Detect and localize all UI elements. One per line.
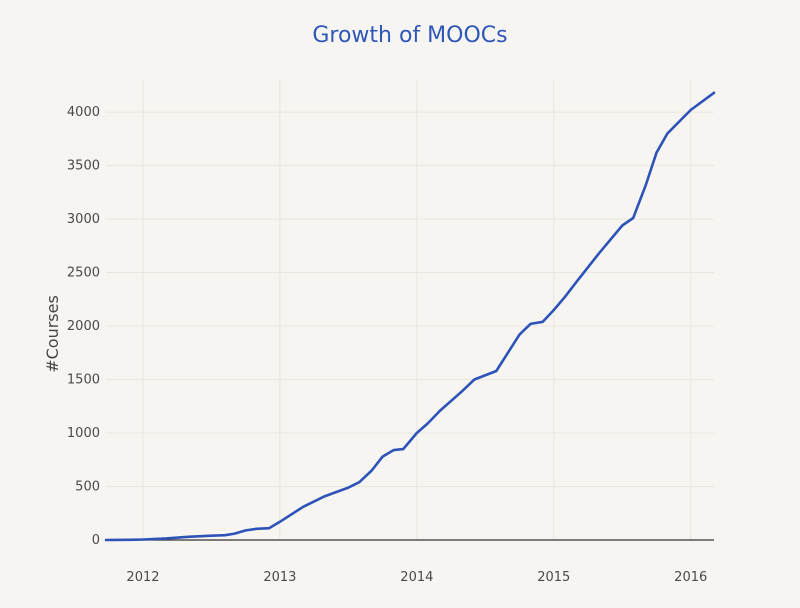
y-tick-label: 3000	[67, 212, 100, 227]
y-tick-label: 500	[75, 480, 100, 495]
chart-title: Growth of MOOCs	[312, 23, 507, 48]
y-axis-title: #Courses	[43, 295, 62, 373]
x-tick-label: 2015	[537, 570, 570, 585]
axes: 0 500 1000 1500 2000 2500 3000 3500 4000 2012 2013…	[67, 105, 714, 585]
y-tick-label: 2000	[67, 319, 100, 334]
y-tick-label: 4000	[67, 105, 100, 120]
x-tick-label: 2013	[263, 570, 296, 585]
y-tick-label: 1500	[67, 373, 100, 388]
series-line	[104, 91, 716, 542]
grid	[106, 80, 714, 540]
series	[104, 91, 716, 542]
y-tick-label: 0	[92, 533, 100, 548]
y-tick-label: 3500	[67, 159, 100, 174]
y-tick-label: 1000	[67, 426, 100, 441]
x-tick-label: 2014	[400, 570, 433, 585]
y-tick-label: 2500	[67, 266, 100, 281]
x-tick-label: 2016	[674, 570, 707, 585]
x-tick-label: 2012	[126, 570, 159, 585]
